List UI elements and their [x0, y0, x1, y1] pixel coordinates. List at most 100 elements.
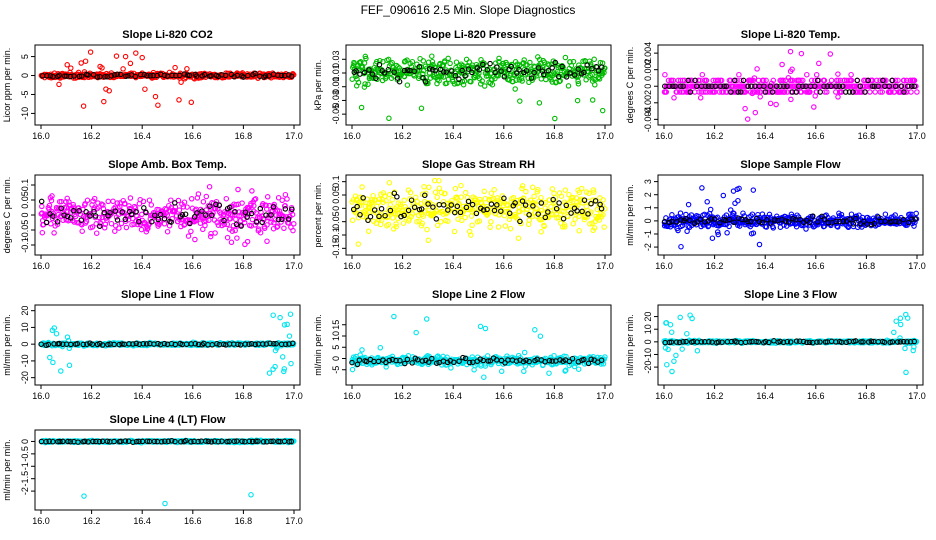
x-tick-label: 16.2: [706, 261, 724, 271]
data-point: [357, 352, 363, 358]
data-point: [581, 197, 588, 203]
data-point: [263, 202, 269, 209]
data-point: [433, 360, 440, 366]
data-point: [530, 199, 537, 206]
data-point: [704, 199, 710, 205]
data-point: [763, 77, 769, 84]
y-tick-label: 0: [643, 84, 653, 89]
data-point: [671, 358, 677, 365]
data-point: [244, 214, 250, 220]
data-point: [911, 83, 917, 89]
data-point: [668, 329, 675, 335]
data-point: [911, 338, 918, 345]
data-point: [56, 72, 62, 79]
data-point: [93, 230, 100, 236]
data-point: [571, 72, 578, 78]
data-point: [550, 200, 557, 207]
y-tick-label: -20: [20, 371, 30, 384]
data-point: [419, 358, 426, 364]
data-point: [753, 338, 759, 345]
data-point: [806, 219, 813, 226]
data-point: [424, 78, 431, 85]
data-point: [245, 72, 251, 79]
data-point: [546, 357, 553, 364]
data-point: [232, 227, 238, 234]
data-point: [275, 223, 281, 229]
data-point: [404, 67, 411, 73]
data-point: [798, 50, 805, 57]
data-point: [281, 368, 287, 375]
data-point: [445, 207, 451, 213]
data-point: [677, 83, 684, 89]
data-point: [732, 77, 738, 84]
data-point: [575, 66, 582, 72]
data-point: [589, 97, 596, 103]
data-point: [276, 208, 283, 214]
data-point: [521, 368, 527, 375]
y-tick-label: 0: [643, 339, 653, 344]
data-point: [662, 71, 668, 78]
data-point: [281, 366, 288, 372]
data-point: [677, 314, 683, 321]
data-point: [366, 200, 373, 207]
y-tick-label: 0.05: [331, 186, 341, 204]
data-point: [600, 197, 606, 203]
data-point: [759, 219, 765, 226]
data-point: [526, 212, 532, 218]
y-tick-label: 0.05: [20, 191, 30, 209]
data-point: [378, 206, 385, 212]
data-point: [570, 220, 576, 227]
data-point: [601, 224, 607, 230]
data-point: [386, 180, 393, 186]
data-point: [804, 71, 810, 78]
data-point: [810, 213, 816, 219]
data-point: [97, 63, 103, 70]
data-point: [568, 210, 574, 216]
data-point: [833, 218, 839, 225]
data-point: [663, 320, 669, 326]
data-point: [172, 64, 178, 71]
data-point: [538, 229, 544, 235]
data-point: [232, 209, 238, 215]
data-point: [454, 203, 461, 210]
data-point: [56, 81, 62, 88]
data-point: [675, 227, 681, 234]
data-point: [365, 228, 372, 235]
data-point: [466, 59, 473, 65]
data-point: [512, 200, 518, 206]
data-point: [437, 60, 443, 67]
data-point: [562, 54, 569, 61]
data-point: [479, 78, 485, 84]
data-point: [865, 77, 871, 84]
data-point: [848, 71, 854, 78]
data-point: [519, 183, 526, 189]
data-point: [445, 218, 451, 224]
data-point: [521, 69, 527, 76]
data-point: [122, 216, 129, 223]
data-point: [436, 77, 442, 84]
x-tick-label: 16.4: [133, 131, 151, 141]
data-point: [422, 192, 428, 199]
data-point: [442, 190, 448, 197]
y-tick-label: -0.05: [20, 220, 30, 241]
x-tick-label: 16.4: [756, 131, 774, 141]
data-point: [113, 53, 120, 59]
data-point: [563, 353, 569, 360]
data-point: [47, 354, 53, 361]
data-point: [854, 77, 860, 84]
y-tick-label: -5: [331, 366, 341, 374]
data-point: [502, 360, 508, 366]
y-tick-label: 0.01: [331, 64, 341, 82]
x-tick-label: 17.0: [596, 391, 614, 401]
data-point: [49, 327, 56, 334]
data-point: [671, 95, 677, 101]
data-point: [585, 211, 591, 217]
data-point: [816, 60, 822, 67]
data-point: [224, 234, 231, 241]
data-point: [754, 66, 760, 72]
data-point: [599, 64, 605, 70]
data-point: [401, 212, 407, 219]
data-point: [401, 67, 408, 74]
x-tick-label: 16.0: [343, 261, 361, 271]
data-point: [429, 58, 436, 65]
